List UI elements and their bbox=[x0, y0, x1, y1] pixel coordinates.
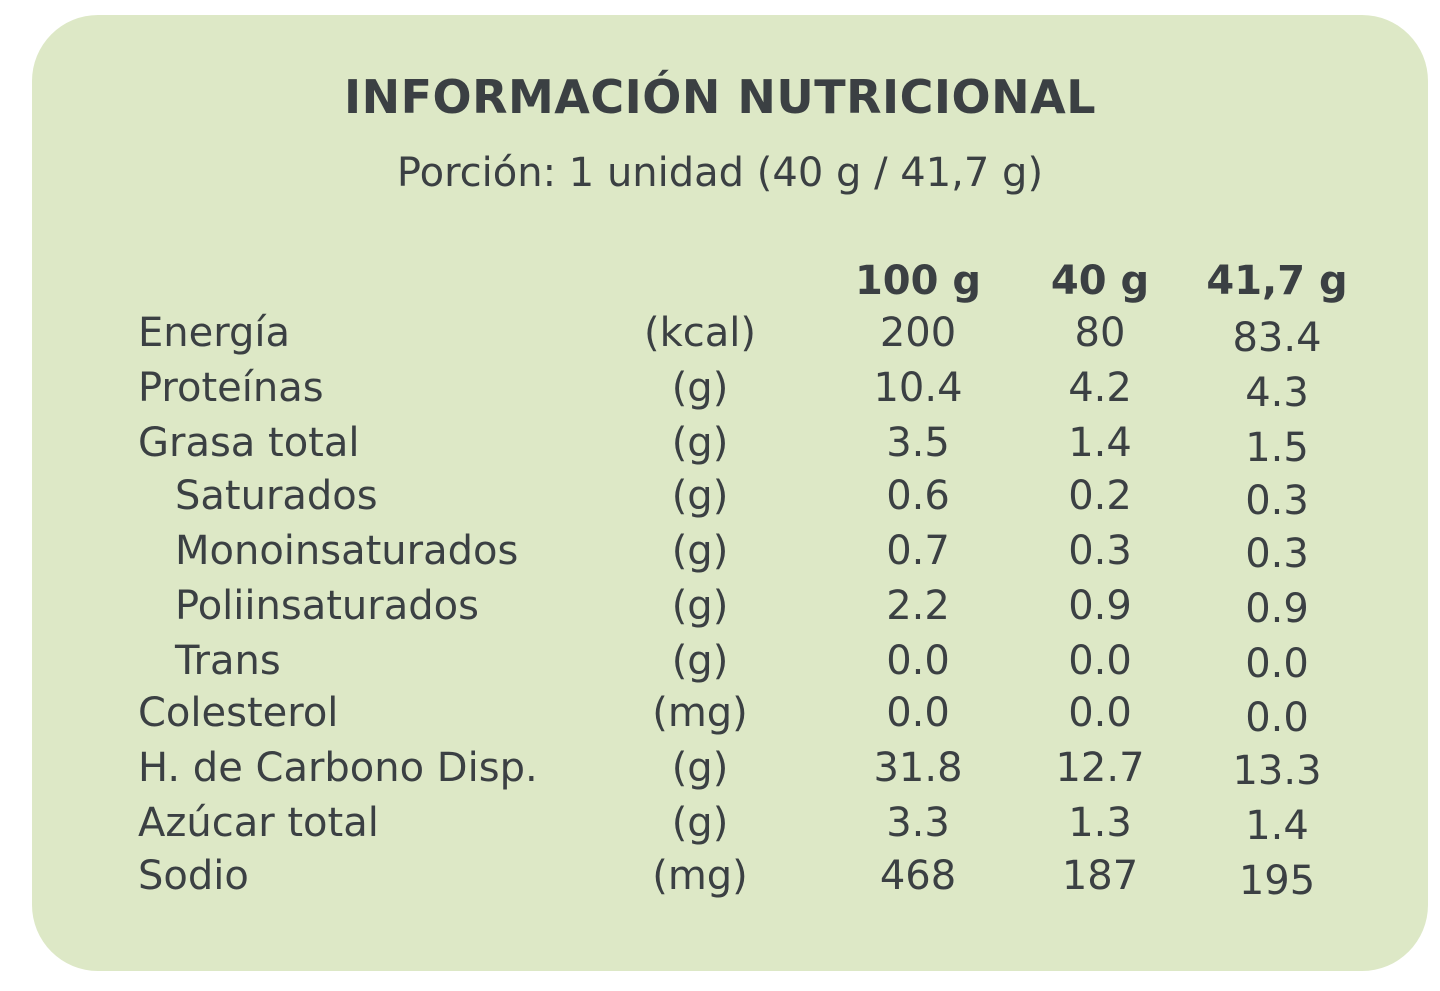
value-per-100g: 0.0 bbox=[886, 638, 950, 684]
nutrient-unit: (g) bbox=[671, 800, 729, 846]
header-41-7g: 41,7 g bbox=[1206, 258, 1348, 304]
nutrient-unit: (g) bbox=[671, 473, 729, 519]
header-100g: 100 g bbox=[854, 258, 982, 304]
nutrient-unit: (mg) bbox=[652, 690, 748, 736]
nutrient-name: Energía bbox=[138, 310, 290, 356]
value-per-40g: 12.7 bbox=[1055, 745, 1145, 791]
value-per-41-7g: 1.5 bbox=[1245, 425, 1309, 471]
nutrient-name: Grasa total bbox=[138, 420, 360, 466]
nutrient-unit: (g) bbox=[671, 420, 729, 466]
value-per-100g: 31.8 bbox=[873, 745, 963, 791]
value-per-41-7g: 13.3 bbox=[1232, 748, 1322, 794]
value-per-40g: 4.2 bbox=[1068, 365, 1132, 411]
table-row: Proteínas (g) 10.4 4.2 4.3 bbox=[0, 365, 1440, 419]
nutrient-name: Colesterol bbox=[138, 690, 339, 736]
table-row: Saturados (g) 0.6 0.2 0.3 bbox=[0, 473, 1440, 527]
table-row: H. de Carbono Disp. (g) 31.8 12.7 13.3 bbox=[0, 745, 1440, 799]
value-per-41-7g: 4.3 bbox=[1245, 370, 1309, 416]
value-per-100g: 0.6 bbox=[886, 473, 950, 519]
value-per-100g: 3.5 bbox=[886, 420, 950, 466]
value-per-40g: 0.2 bbox=[1068, 473, 1132, 519]
nutrient-unit: (g) bbox=[671, 638, 729, 684]
value-per-100g: 0.7 bbox=[886, 528, 950, 574]
value-per-100g: 2.2 bbox=[886, 583, 950, 629]
nutrient-name: Poliinsaturados bbox=[175, 583, 479, 629]
table-header: 100 g 40 g 41,7 g bbox=[0, 258, 1440, 312]
value-per-40g: 0.0 bbox=[1068, 690, 1132, 736]
nutrient-name: H. de Carbono Disp. bbox=[138, 745, 538, 791]
value-per-41-7g: 0.3 bbox=[1245, 531, 1309, 577]
value-per-41-7g: 0.9 bbox=[1245, 586, 1309, 632]
value-per-41-7g: 0.0 bbox=[1245, 695, 1309, 741]
value-per-40g: 1.4 bbox=[1068, 420, 1132, 466]
table-row: Azúcar total (g) 3.3 1.3 1.4 bbox=[0, 800, 1440, 854]
nutrient-unit: (kcal) bbox=[644, 310, 756, 356]
table-row: Grasa total (g) 3.5 1.4 1.5 bbox=[0, 420, 1440, 474]
nutrient-unit: (mg) bbox=[652, 853, 748, 899]
value-per-100g: 3.3 bbox=[886, 800, 950, 846]
value-per-41-7g: 1.4 bbox=[1245, 803, 1309, 849]
value-per-40g: 187 bbox=[1061, 853, 1139, 899]
nutrient-name: Saturados bbox=[175, 473, 378, 519]
table-row: Colesterol (mg) 0.0 0.0 0.0 bbox=[0, 690, 1440, 744]
table-row: Trans (g) 0.0 0.0 0.0 bbox=[0, 638, 1440, 692]
nutrient-name: Trans bbox=[175, 638, 281, 684]
nutrient-unit: (g) bbox=[671, 528, 729, 574]
panel-title: INFORMACIÓN NUTRICIONAL bbox=[343, 70, 1097, 124]
value-per-100g: 200 bbox=[879, 310, 957, 356]
table-row: Monoinsaturados (g) 0.7 0.3 0.3 bbox=[0, 528, 1440, 582]
nutrition-facts-panel bbox=[32, 15, 1428, 971]
value-per-100g: 10.4 bbox=[873, 365, 963, 411]
header-40g: 40 g bbox=[1050, 258, 1150, 304]
value-per-100g: 0.0 bbox=[886, 690, 950, 736]
value-per-41-7g: 195 bbox=[1238, 858, 1316, 904]
nutrient-unit: (g) bbox=[671, 583, 729, 629]
nutrient-unit: (g) bbox=[671, 745, 729, 791]
value-per-40g: 1.3 bbox=[1068, 800, 1132, 846]
nutrient-name: Azúcar total bbox=[138, 800, 379, 846]
nutrient-unit: (g) bbox=[671, 365, 729, 411]
value-per-40g: 0.0 bbox=[1068, 638, 1132, 684]
value-per-41-7g: 0.3 bbox=[1245, 478, 1309, 524]
value-per-100g: 468 bbox=[879, 853, 957, 899]
table-row: Sodio (mg) 468 187 195 bbox=[0, 853, 1440, 907]
nutrient-name: Monoinsaturados bbox=[175, 528, 519, 574]
serving-size: Porción: 1 unidad (40 g / 41,7 g) bbox=[396, 150, 1044, 196]
value-per-41-7g: 83.4 bbox=[1232, 315, 1322, 361]
value-per-40g: 0.9 bbox=[1068, 583, 1132, 629]
nutrient-name: Proteínas bbox=[138, 365, 324, 411]
value-per-41-7g: 0.0 bbox=[1245, 641, 1309, 687]
nutrient-name: Sodio bbox=[138, 853, 249, 899]
value-per-40g: 80 bbox=[1074, 310, 1126, 356]
table-row: Energía (kcal) 200 80 83.4 bbox=[0, 310, 1440, 364]
value-per-40g: 0.3 bbox=[1068, 528, 1132, 574]
table-row: Poliinsaturados (g) 2.2 0.9 0.9 bbox=[0, 583, 1440, 637]
